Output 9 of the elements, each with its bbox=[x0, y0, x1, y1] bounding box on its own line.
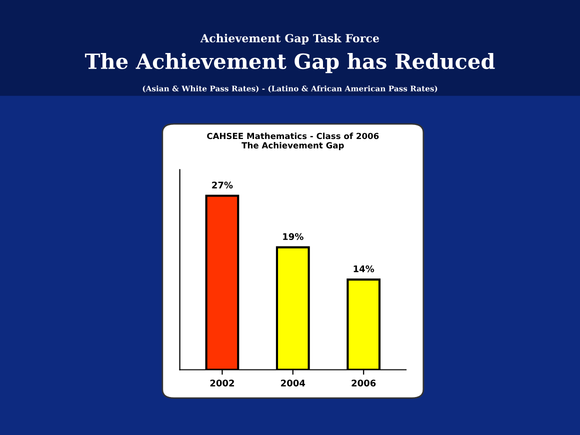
text: Achievement Gap Task Force bbox=[200, 34, 380, 45]
data-label: 27% bbox=[212, 182, 233, 188]
chart-title: CAHSEE Mathematics - Class of 2006 The Achievement Gap bbox=[207, 132, 379, 150]
data-label: 14% bbox=[354, 265, 374, 272]
x-tick-label: 2006 bbox=[352, 380, 376, 386]
x-tick-label: 2004 bbox=[281, 380, 306, 386]
x-tick-label: 2002 bbox=[210, 380, 234, 386]
data-label: 19% bbox=[283, 233, 304, 240]
text: The Achievement Gap has Reduced bbox=[84, 52, 495, 74]
